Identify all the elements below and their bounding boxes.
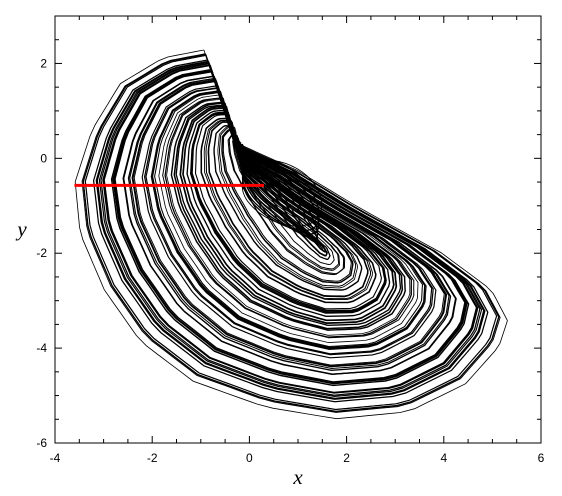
trajectory-orbit [207, 121, 369, 298]
trajectory-orbit [213, 125, 363, 291]
trajectory-orbit [100, 63, 481, 396]
x-tick-label: 0 [246, 451, 253, 465]
y-tick-label: 2 [40, 56, 47, 70]
y-axis-title: y [15, 217, 27, 241]
x-tick-label: 6 [538, 451, 545, 465]
trajectory-orbit [228, 133, 345, 276]
y-tick-label: -4 [36, 341, 47, 355]
trajectory-orbit [241, 156, 320, 235]
x-ticks: -4 -2 0 2 4 6 [50, 16, 545, 465]
trajectory-orbit [186, 109, 391, 317]
trajectory-orbit [95, 60, 486, 400]
trajectory-orbit [203, 119, 373, 301]
trajectory-orbit [227, 134, 346, 275]
y-ticks: -6 -4 -2 0 2 [36, 15, 541, 450]
x-tick-label: -2 [147, 451, 158, 465]
trajectory-orbit [141, 85, 437, 359]
trajectory-orbit [189, 111, 387, 314]
trajectory-orbit [110, 68, 470, 387]
trajectory-group [74, 49, 508, 420]
y-tick-label: -6 [36, 436, 47, 450]
x-tick-label: -4 [50, 451, 61, 465]
trajectory-orbit [143, 87, 434, 356]
x-axis-title: x [292, 465, 303, 489]
trajectory-orbit [232, 136, 341, 271]
trajectory-orbit [182, 106, 395, 322]
trajectory-orbit [175, 104, 402, 326]
trajectory-orbit [158, 94, 419, 344]
trajectory-orbit [218, 127, 357, 287]
trajectory-orbit [150, 90, 427, 351]
trajectory-orbit [221, 128, 354, 284]
trajectory-orbit [194, 114, 382, 310]
trajectory-orbit [200, 117, 377, 304]
y-tick-label: -2 [36, 246, 47, 260]
x-tick-label: 4 [440, 451, 447, 465]
trajectory-orbit [164, 97, 413, 338]
trajectory-orbit [232, 136, 340, 270]
trajectory-orbit [133, 81, 445, 366]
x-tick-label: 2 [343, 451, 350, 465]
trajectory-orbit [82, 53, 500, 413]
trajectory-orbit [170, 101, 406, 331]
trajectory-orbit [74, 49, 508, 420]
trajectory-orbit [127, 77, 452, 371]
y-tick-label: 0 [40, 151, 47, 165]
trajectory-orbit [122, 75, 457, 375]
